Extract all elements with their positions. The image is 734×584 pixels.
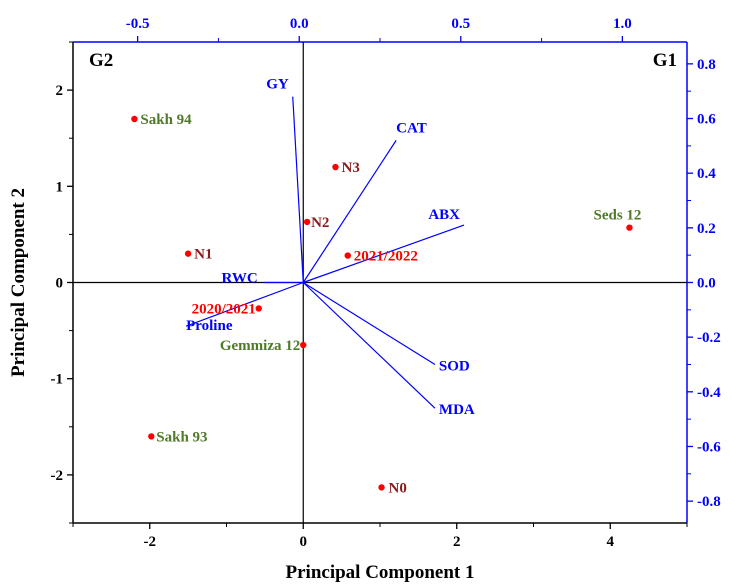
loading-label: ABX bbox=[428, 207, 460, 223]
score-label: Gemmiza 12 bbox=[220, 338, 300, 354]
quadrant-label-g2: G2 bbox=[89, 50, 113, 71]
score-point bbox=[255, 305, 262, 312]
right-tick-label: -0.6 bbox=[697, 439, 721, 455]
x-tick-label: 2 bbox=[453, 534, 461, 550]
score-label: N0 bbox=[389, 480, 407, 496]
x-tick-label: 4 bbox=[607, 534, 615, 550]
score-label: N2 bbox=[311, 215, 329, 231]
score-points bbox=[131, 115, 633, 491]
y-axis-title: Principal Component 2 bbox=[8, 188, 29, 377]
right-tick-label: 0.6 bbox=[697, 112, 716, 128]
score-point bbox=[332, 163, 339, 171]
top-tick-label: 0.0 bbox=[290, 16, 309, 32]
loading-label: CAT bbox=[396, 120, 427, 136]
y-tick-label: 2 bbox=[56, 83, 64, 99]
score-point bbox=[184, 250, 192, 257]
loading-vector bbox=[302, 140, 397, 283]
score-point bbox=[626, 224, 633, 231]
loading-vectors bbox=[185, 96, 465, 409]
right-tick-label: 0.8 bbox=[697, 57, 716, 73]
loading-vector bbox=[302, 281, 436, 365]
y-tick-label: 0 bbox=[56, 276, 64, 292]
score-label: 2021/2022 bbox=[354, 249, 418, 265]
score-label: Sakh 93 bbox=[156, 429, 207, 445]
y-tick-label: -1 bbox=[51, 372, 64, 388]
loading-label: SOD bbox=[439, 358, 470, 374]
x-tick-label: 0 bbox=[300, 534, 308, 550]
score-point bbox=[148, 433, 155, 440]
loading-vector bbox=[302, 282, 436, 409]
top-tick-label: 0.5 bbox=[451, 16, 470, 32]
loading-label: MDA bbox=[439, 402, 475, 418]
score-label: N1 bbox=[194, 247, 212, 263]
loading-label: Proline bbox=[186, 318, 233, 334]
right-tick-label: -0.2 bbox=[697, 330, 721, 346]
score-label: 2020/2021 bbox=[192, 301, 256, 317]
score-point bbox=[131, 115, 138, 123]
loading-vector bbox=[303, 224, 465, 284]
score-label: N3 bbox=[341, 160, 359, 176]
x-tick-label: -2 bbox=[144, 534, 157, 550]
right-tick-label: 0.4 bbox=[697, 166, 716, 182]
top-tick-label: -0.5 bbox=[126, 16, 150, 32]
score-point bbox=[303, 218, 311, 226]
right-tick-label: -0.4 bbox=[697, 385, 721, 401]
right-tick-label: 0.0 bbox=[697, 276, 716, 292]
chart-labels: -2 0 2 4 -2 -1 0 1 2 -0.5 0.0 0.5 1.0 -0.8 -0.6 -0.4 -0.… bbox=[8, 16, 721, 583]
axis-layer bbox=[67, 36, 693, 529]
score-label: Seds 12 bbox=[594, 208, 642, 224]
score-point bbox=[300, 341, 307, 349]
score-point bbox=[378, 484, 385, 491]
y-tick-label: -2 bbox=[51, 468, 64, 484]
right-tick-label: -0.8 bbox=[697, 494, 721, 510]
quadrant-label-g1: G1 bbox=[653, 50, 677, 71]
score-label: Sakh 94 bbox=[140, 112, 192, 128]
right-tick-label: 0.2 bbox=[697, 221, 716, 237]
loading-vector bbox=[292, 96, 304, 283]
x-axis-title: Principal Component 1 bbox=[286, 562, 475, 583]
top-tick-label: 1.0 bbox=[613, 16, 632, 32]
loading-label: RWC bbox=[222, 271, 258, 287]
loading-vector bbox=[185, 281, 304, 327]
score-point bbox=[344, 252, 351, 259]
loading-label: GY bbox=[266, 77, 289, 93]
y-tick-label: 1 bbox=[56, 179, 64, 195]
